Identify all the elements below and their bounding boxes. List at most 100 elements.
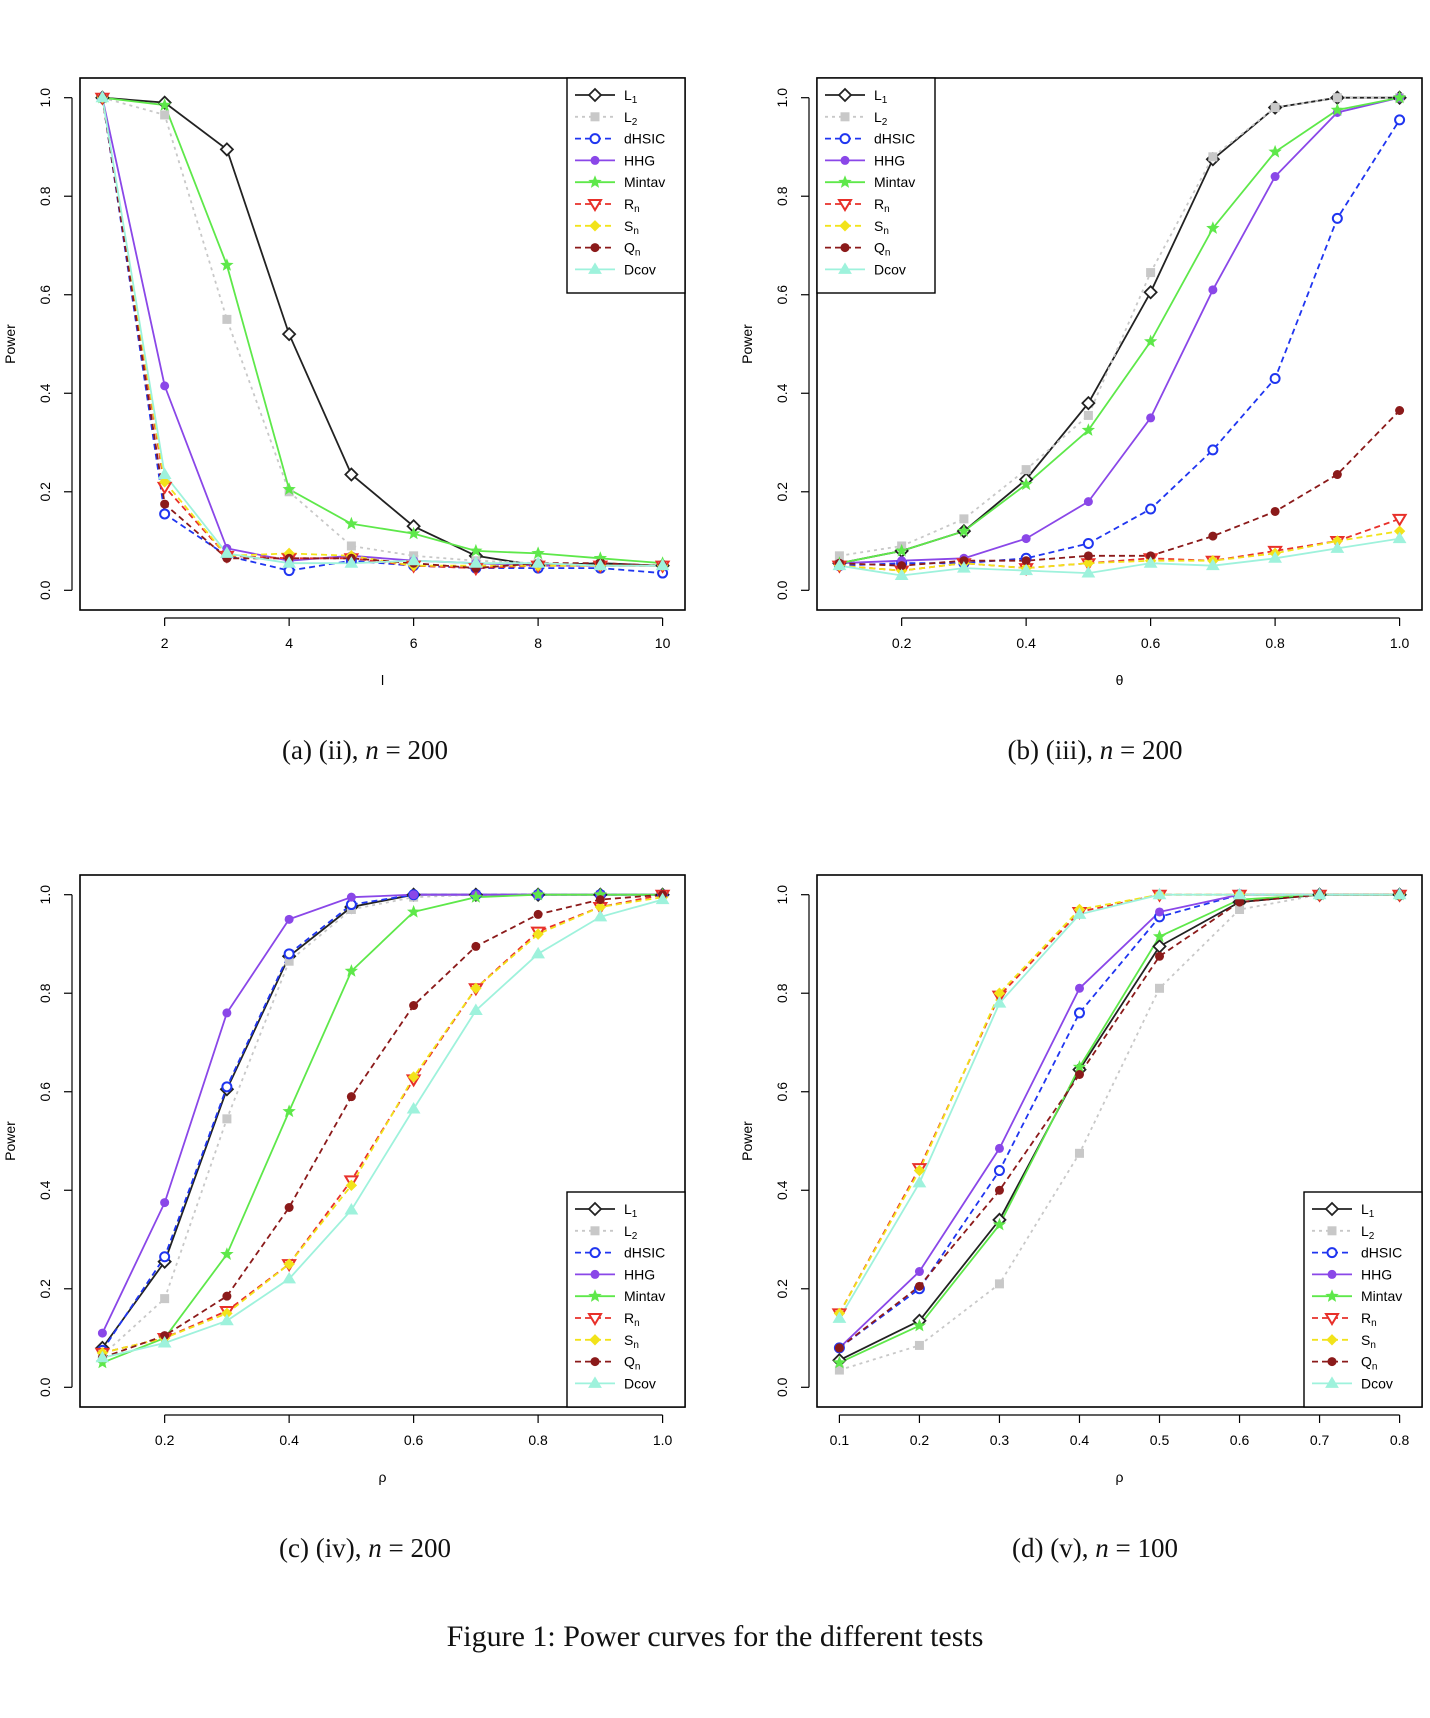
point-Mintav: [1152, 929, 1167, 943]
legend-marker-HHG: [590, 155, 600, 165]
point-Qn: [1208, 531, 1218, 541]
point-Dcov: [593, 558, 608, 571]
legend-label-L1: L1: [874, 87, 888, 106]
point-Dcov: [95, 1350, 110, 1363]
point-Qn: [994, 1185, 1004, 1195]
point-Mintav: [992, 1217, 1007, 1231]
point-Dcov: [655, 892, 670, 905]
point-dHSIC: [159, 508, 171, 520]
y-tick-label: 0.4: [37, 1180, 53, 1200]
point-Mintav: [469, 543, 483, 557]
series-line-Mintav: [839, 96, 1400, 565]
point-L1: [1081, 395, 1096, 411]
y-tick-label: 0.8: [774, 983, 790, 1003]
y-tick-label: 1.0: [774, 885, 790, 905]
legend-label-HHG: HHG: [1361, 1266, 1392, 1282]
point-HHG: [97, 1328, 107, 1338]
legend-marker-Rn: [837, 199, 853, 212]
point-HHG: [1083, 497, 1093, 507]
point-dHSIC: [1073, 1007, 1085, 1019]
legend-label-Rn: Rn: [624, 196, 640, 215]
point-L2: [1083, 410, 1093, 420]
legend-marker-HHG: [1327, 1269, 1337, 1279]
legend-marker-Sn: [589, 1334, 601, 1346]
point-Qn: [471, 941, 481, 951]
x-axis-label: l: [381, 672, 384, 688]
point-Sn: [470, 982, 482, 995]
point-Dcov: [957, 561, 971, 573]
x-tick-label: 0.8: [528, 1432, 548, 1448]
x-tick-label: 0.6: [1230, 1432, 1250, 1448]
y-tick-label: 1.0: [37, 88, 53, 108]
point-L2: [834, 551, 844, 561]
y-tick-label: 0.6: [774, 1082, 790, 1102]
legend-label-Rn: Rn: [624, 1310, 640, 1329]
legend-label-HHG: HHG: [624, 1266, 655, 1282]
legend-marker-Dcov: [588, 262, 602, 274]
legend-marker-Qn: [1327, 1357, 1337, 1367]
point-dHSIC: [1331, 212, 1343, 224]
point-Dcov: [1232, 887, 1247, 900]
point-Mintav: [1206, 221, 1220, 234]
point-dHSIC: [1082, 538, 1094, 549]
point-dHSIC: [1207, 444, 1219, 456]
x-tick-label: 6: [410, 635, 418, 651]
point-Mintav: [1144, 334, 1158, 348]
point-Mintav: [158, 98, 172, 111]
x-tick-label: 2: [161, 635, 169, 651]
point-Dcov: [655, 558, 670, 571]
point-Dcov: [157, 1335, 172, 1348]
legend-marker-L1: [587, 87, 603, 103]
legend-label-Sn: Sn: [624, 218, 639, 237]
x-tick-label: 0.2: [892, 635, 912, 651]
legend: L1 L2 dHSIC HHG Mintav Rn Sn Qn Dcov: [1303, 1191, 1423, 1408]
x-tick-label: 0.1: [830, 1432, 850, 1448]
point-Dcov: [1143, 556, 1158, 568]
point-Qn: [222, 1291, 232, 1301]
x-tick-label: 0.6: [1141, 635, 1161, 651]
y-tick-label: 0.2: [774, 482, 790, 502]
y-tick-label: 0.2: [37, 482, 53, 502]
series-line-Dcov: [839, 537, 1400, 577]
legend-label-HHG: HHG: [624, 152, 655, 168]
legend-label-dHSIC: dHSIC: [624, 1245, 665, 1261]
legend-marker-Mintav: [588, 1289, 602, 1302]
point-Qn: [1083, 551, 1093, 561]
legend-label-Rn: Rn: [874, 196, 890, 215]
legend-label-Dcov: Dcov: [624, 261, 656, 277]
point-Mintav: [469, 890, 483, 903]
point-Dcov: [1152, 887, 1167, 900]
point-Dcov: [220, 1313, 234, 1326]
legend-label-dHSIC: dHSIC: [874, 131, 915, 147]
legend-marker-Qn: [590, 243, 600, 253]
legend-label-Sn: Sn: [874, 218, 889, 237]
point-Dcov: [832, 1311, 847, 1323]
point-HHG: [160, 1198, 170, 1208]
legend-marker-Dcov: [1325, 1376, 1339, 1388]
point-Mintav: [282, 1104, 296, 1118]
legend-label-Mintav: Mintav: [624, 174, 665, 190]
point-HHG: [160, 381, 170, 391]
legend-label-Dcov: Dcov: [624, 1375, 656, 1391]
point-Dcov: [1330, 541, 1345, 553]
legend-label-HHG: HHG: [874, 152, 905, 168]
x-tick-label: 0.4: [1070, 1432, 1090, 1448]
point-HHG: [222, 1008, 232, 1018]
legend-label-Mintav: Mintav: [624, 1288, 665, 1304]
point-Sn: [407, 1071, 420, 1083]
legend-marker-Qn: [840, 243, 850, 253]
point-Qn: [160, 1331, 170, 1341]
point-HHG: [1270, 172, 1280, 182]
legend-box: [1303, 1191, 1423, 1408]
series-line-Mintav: [102, 893, 663, 1364]
series-line-Qn: [101, 97, 663, 570]
legend-label-L2: L2: [624, 109, 638, 128]
point-Dcov: [406, 553, 421, 566]
legend-marker-dHSIC: [1326, 1247, 1338, 1259]
point-dHSIC: [1394, 114, 1406, 126]
point-Qn: [409, 1001, 419, 1011]
point-HHG: [994, 1143, 1004, 1153]
legend-label-Mintav: Mintav: [1361, 1288, 1402, 1304]
legend-marker-dHSIC: [589, 1247, 601, 1259]
legend-label-dHSIC: dHSIC: [1361, 1245, 1402, 1261]
